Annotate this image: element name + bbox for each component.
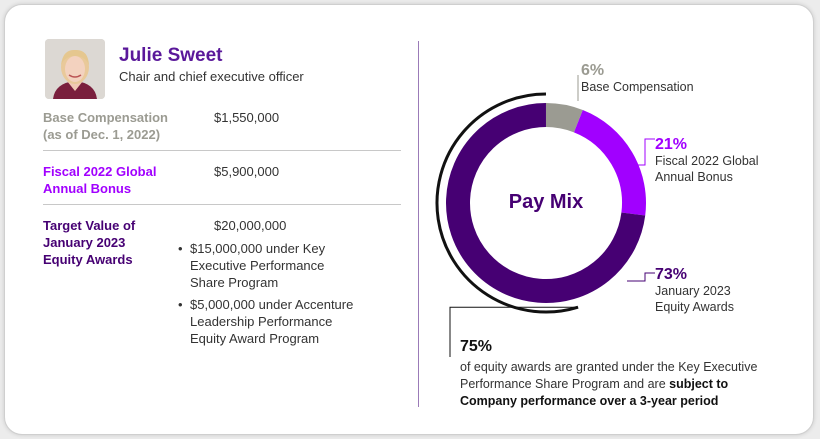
equity-callout-arc xyxy=(435,92,579,314)
slice-caption-bonus: Fiscal 2022 Global xyxy=(655,154,759,168)
slice-label-base: 6% xyxy=(581,62,604,79)
slice-caption-bonus: Annual Bonus xyxy=(655,170,733,184)
callout-percent: 75% xyxy=(460,338,492,355)
slice-equity-awards xyxy=(446,103,646,303)
executive-role: Chair and chief executive officer xyxy=(119,69,304,84)
vertical-divider xyxy=(418,41,419,407)
slice-base-compensation xyxy=(545,103,583,133)
row-value: $20,000,000 xyxy=(214,218,287,233)
row-label: Target Value of January 2023 Equity Awar… xyxy=(43,217,203,268)
pay-mix-card: Julie Sweet Chair and chief executive of… xyxy=(4,4,814,435)
callout-leader-line xyxy=(449,306,579,357)
slice-label-bonus: 21% xyxy=(655,136,687,153)
label-leader-bonus xyxy=(631,138,655,166)
slice-label-equity: 73% xyxy=(655,266,687,283)
divider xyxy=(43,150,401,151)
row-label-line: (as of Dec. 1, 2022) xyxy=(43,127,161,142)
row-label: Fiscal 2022 Global Annual Bonus xyxy=(43,163,203,197)
row-label-line: Target Value of xyxy=(43,218,136,233)
callout-bold-text: subject to Company performance over a 3-… xyxy=(460,377,729,408)
slice-caption-base: Base Compensation xyxy=(581,80,694,94)
row-label-line: Fiscal 2022 Global xyxy=(43,164,157,179)
chart-title: Pay Mix xyxy=(509,191,583,213)
label-leader-equity xyxy=(627,272,655,282)
row-label-line: Base Compensation xyxy=(43,110,168,125)
callout-note: of equity awards are granted under the K… xyxy=(460,359,780,410)
row-label-line: Annual Bonus xyxy=(43,181,132,196)
divider xyxy=(43,204,401,205)
row-label-line: Equity Awards xyxy=(43,252,133,267)
avatar xyxy=(45,39,105,99)
row-value: $1,550,000 xyxy=(214,110,280,125)
slice-caption-equity: January 2023 xyxy=(655,284,731,298)
row-label-line: January 2023 xyxy=(43,235,126,250)
callout-text: of equity awards are granted under the K… xyxy=(460,360,758,391)
row-value: $5,900,000 xyxy=(214,164,280,179)
slice-caption-equity: Equity Awards xyxy=(655,300,734,314)
executive-name: Julie Sweet xyxy=(119,45,223,66)
slice-annual-bonus xyxy=(573,110,646,216)
equity-bullets: $15,000,000 under Key Executive Performa… xyxy=(176,240,360,352)
bullet-item: $5,000,000 under Accenture Leadership Pe… xyxy=(176,296,360,347)
pay-mix-chart: Pay Mix 6% Base Compensation 21% Fiscal … xyxy=(435,62,759,357)
row-label: Base Compensation (as of Dec. 1, 2022) xyxy=(43,109,203,143)
bullet-item: $15,000,000 under Key Executive Performa… xyxy=(176,240,360,291)
